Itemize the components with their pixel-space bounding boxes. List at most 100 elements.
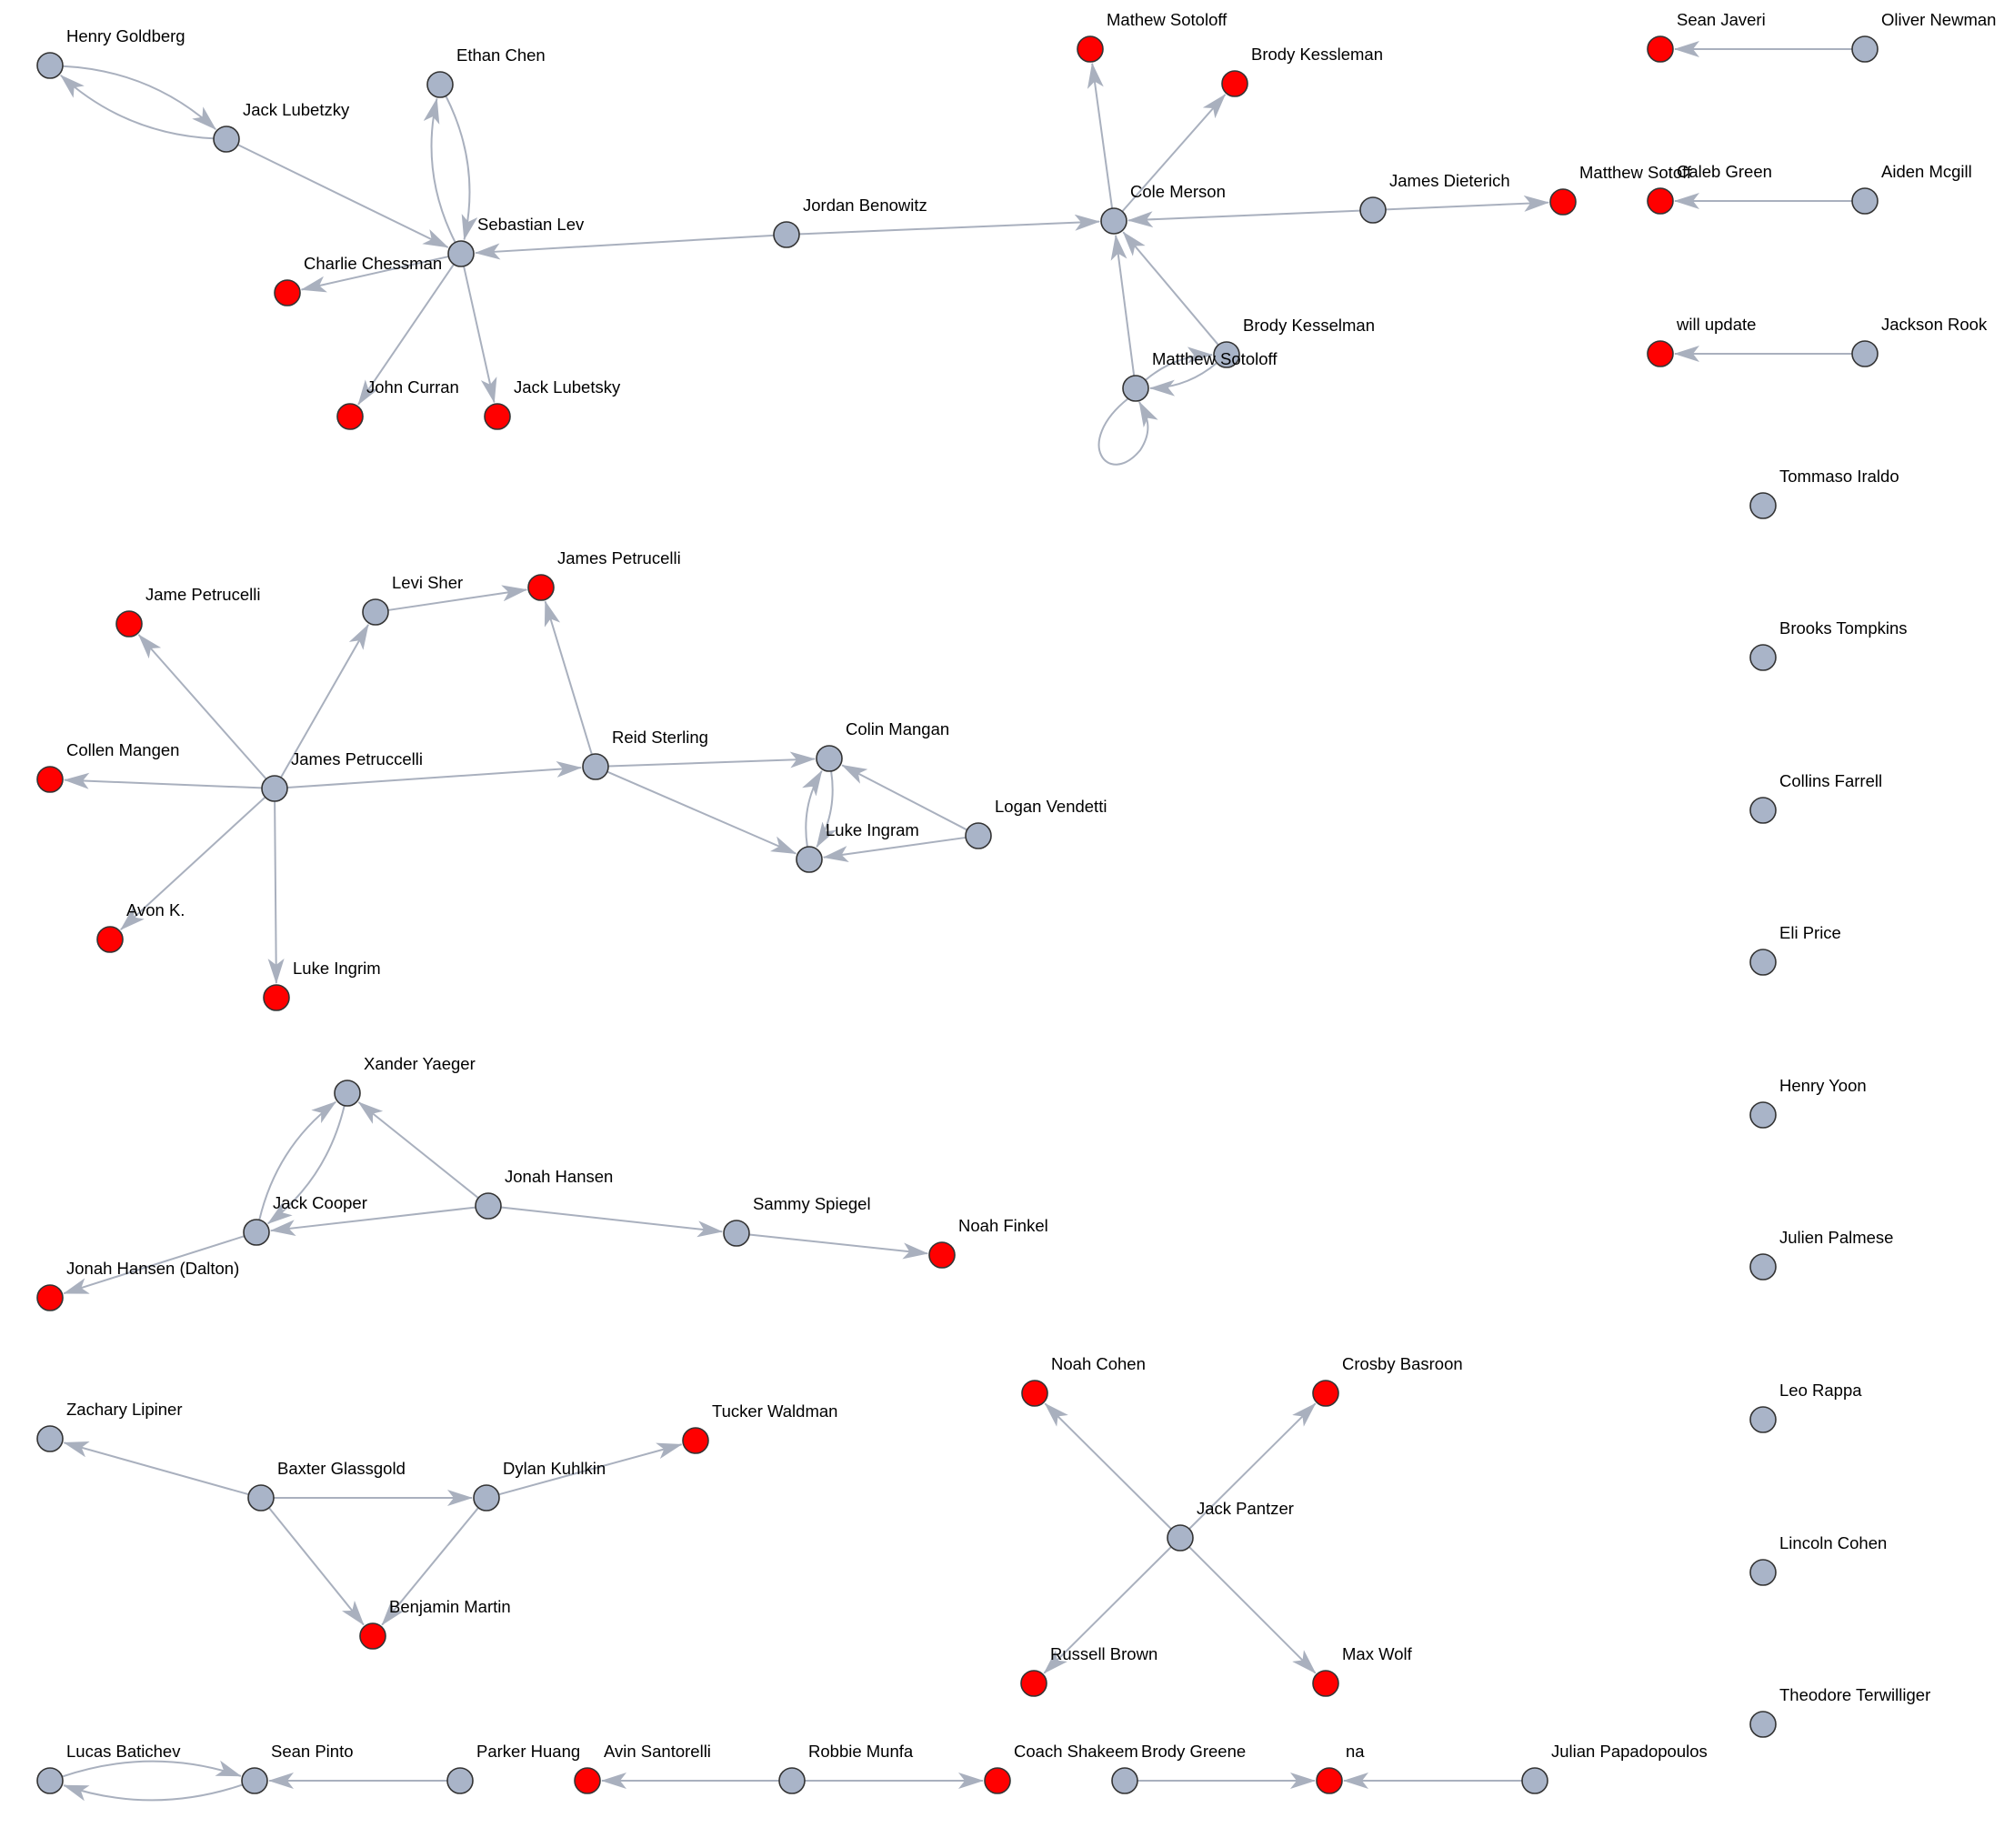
edge-reid-sterling-to-luke-ingram <box>606 770 797 855</box>
node-xander-yaeger[interactable] <box>334 1080 361 1107</box>
node-jack-pantzer[interactable] <box>1167 1524 1194 1552</box>
node-robbie-munfa[interactable] <box>778 1767 806 1794</box>
node-russell-brown[interactable] <box>1020 1670 1047 1697</box>
node-james-petruccelli[interactable] <box>261 775 288 802</box>
node-label-reid-sterling: Reid Sterling <box>612 728 708 747</box>
node-avon-k[interactable] <box>96 926 124 953</box>
node-benjamin-martin[interactable] <box>359 1622 386 1650</box>
node-label-avon-k: Avon K. <box>126 900 185 919</box>
node-brody-kessleman[interactable] <box>1221 70 1248 97</box>
edge-logan-vendetti-to-luke-ingram <box>822 836 967 862</box>
node-label-xander-yaeger: Xander Yaeger <box>364 1054 476 1073</box>
edge-james-petruccelli-to-luke-ingrim <box>267 800 285 984</box>
node-aiden-mcgill[interactable] <box>1851 187 1879 215</box>
node-label-tucker-waldman: Tucker Waldman <box>712 1401 837 1421</box>
node-label-na: na <box>1346 1742 1365 1761</box>
node-brooks-tompkins[interactable] <box>1749 644 1777 671</box>
node-label-jonah-hansen: Jonah Hansen <box>505 1167 613 1186</box>
node-jordan-benowitz[interactable] <box>773 221 800 248</box>
node-baxter-glassgold[interactable] <box>247 1484 275 1512</box>
node-tommaso-iraldo[interactable] <box>1749 492 1777 519</box>
node-charlie-chessman[interactable] <box>274 279 301 306</box>
node-cole-merson[interactable] <box>1100 207 1127 235</box>
node-label-theodore-terwilliger: Theodore Terwilliger <box>1779 1685 1930 1704</box>
node-mathew-sotoloff[interactable] <box>1077 35 1104 63</box>
node-colin-mangan[interactable] <box>816 745 843 772</box>
node-will-update[interactable] <box>1647 340 1674 367</box>
edge-xander-yaeger-to-jack-cooper <box>266 1105 346 1225</box>
node-brody-kesselman[interactable] <box>1213 341 1240 368</box>
node-zachary-lipiner[interactable] <box>36 1425 64 1452</box>
node-james-petrucelli[interactable] <box>527 574 555 601</box>
node-label-dylan-kuhlkin: Dylan Kuhlkin <box>503 1459 606 1478</box>
node-avin-santorelli[interactable] <box>574 1767 601 1794</box>
node-sammy-spiegel[interactable] <box>723 1220 750 1247</box>
node-jack-lubetsky[interactable] <box>484 403 511 430</box>
node-luke-ingrim[interactable] <box>263 984 290 1011</box>
node-luke-ingram[interactable] <box>796 846 823 873</box>
node-dylan-kuhlkin[interactable] <box>473 1484 500 1512</box>
node-matthew-sotoloff[interactable] <box>1122 375 1149 402</box>
node-lincoln-cohen[interactable] <box>1749 1559 1777 1586</box>
node-sebastian-lev[interactable] <box>447 240 475 267</box>
node-jackson-rook[interactable] <box>1851 340 1879 367</box>
node-theodore-terwilliger[interactable] <box>1749 1711 1777 1738</box>
node-collins-farrell[interactable] <box>1749 797 1777 824</box>
node-collen-mangen[interactable] <box>36 766 64 793</box>
node-label-baxter-glassgold: Baxter Glassgold <box>277 1459 406 1478</box>
node-eli-price[interactable] <box>1749 949 1777 976</box>
edge-sean-pinto-to-lucas-batichev <box>63 1783 244 1802</box>
node-label-jordan-benowitz: Jordan Benowitz <box>803 196 927 215</box>
node-sean-pinto[interactable] <box>241 1767 268 1794</box>
node-john-curran[interactable] <box>336 403 364 430</box>
node-crosby-basroon[interactable] <box>1312 1380 1339 1407</box>
node-levi-sher[interactable] <box>362 598 389 626</box>
node-oliver-newman[interactable] <box>1851 35 1879 63</box>
node-leo-rappa[interactable] <box>1749 1406 1777 1433</box>
node-label-brooks-tompkins: Brooks Tompkins <box>1779 618 1908 638</box>
node-jack-cooper[interactable] <box>243 1219 270 1246</box>
edge-matthew-sotoloff-to-cole-merson <box>1110 234 1136 377</box>
edge-jack-pantzer-to-crosby-basroon <box>1188 1402 1317 1530</box>
node-label-leo-rappa: Leo Rappa <box>1779 1381 1862 1400</box>
node-julian-papadopoulos[interactable] <box>1521 1767 1548 1794</box>
node-na[interactable] <box>1316 1767 1343 1794</box>
node-label-levi-sher: Levi Sher <box>392 573 463 592</box>
edge-sebastian-lev-to-ethan-chen <box>423 97 456 243</box>
node-jonah-hansen-dalton[interactable] <box>36 1284 64 1311</box>
node-jonah-hansen[interactable] <box>475 1192 502 1220</box>
node-label-james-dieterich: James Dieterich <box>1389 171 1510 190</box>
node-caleb-green[interactable] <box>1647 187 1674 215</box>
node-coach-shakeem[interactable] <box>984 1767 1011 1794</box>
edge-logan-vendetti-to-colin-mangan <box>841 764 968 831</box>
node-jack-lubetzky[interactable] <box>213 126 240 153</box>
edge-sebastian-lev-to-jack-lubetsky <box>463 266 497 404</box>
node-tucker-waldman[interactable] <box>682 1427 709 1454</box>
node-james-dieterich[interactable] <box>1359 196 1387 224</box>
node-sean-javeri[interactable] <box>1647 35 1674 63</box>
node-noah-finkel[interactable] <box>928 1241 956 1269</box>
node-henry-yoon[interactable] <box>1749 1101 1777 1129</box>
node-matthew-sotoloff-red[interactable] <box>1549 188 1577 216</box>
node-lucas-batichev[interactable] <box>36 1767 64 1794</box>
node-noah-cohen[interactable] <box>1021 1380 1048 1407</box>
edge-jack-pantzer-to-max-wolf <box>1188 1546 1317 1674</box>
node-label-matthew-sotoloff: Matthew Sotoloff <box>1152 349 1278 368</box>
node-henry-goldberg[interactable] <box>36 52 64 79</box>
node-logan-vendetti[interactable] <box>965 822 992 849</box>
node-label-crosby-basroon: Crosby Basroon <box>1342 1354 1463 1373</box>
edge-jack-pantzer-to-noah-cohen <box>1044 1402 1172 1530</box>
node-parker-huang[interactable] <box>446 1767 474 1794</box>
edge-jack-cooper-to-jonah-hansen-dalton <box>63 1235 245 1295</box>
node-jame-petrucelli[interactable] <box>115 610 143 638</box>
edge-baxter-glassgold-to-zachary-lipiner <box>63 1441 249 1496</box>
node-julien-palmese[interactable] <box>1749 1253 1777 1281</box>
node-ethan-chen[interactable] <box>426 71 454 98</box>
node-label-john-curran: John Curran <box>366 377 459 397</box>
node-max-wolf[interactable] <box>1312 1670 1339 1697</box>
edge-sebastian-lev-to-charlie-chessman <box>300 256 449 293</box>
node-reid-sterling[interactable] <box>582 753 609 780</box>
edge-james-petruccelli-to-jame-petrucelli <box>137 634 267 780</box>
node-brody-greene[interactable] <box>1111 1767 1138 1794</box>
node-label-noah-finkel: Noah Finkel <box>958 1216 1048 1235</box>
